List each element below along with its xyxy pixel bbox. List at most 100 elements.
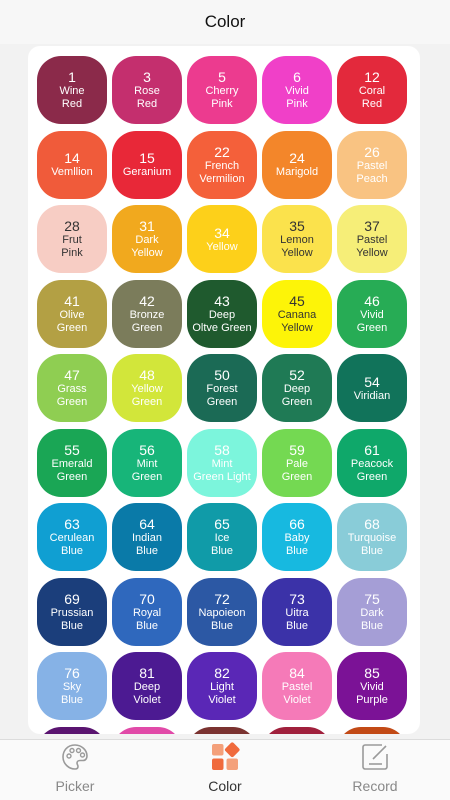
color-swatch[interactable]: 58 Mint Green Light [187,428,257,497]
color-swatch[interactable]: 41 Olive Green [37,279,107,348]
swatch-number: 73 [289,590,305,607]
swatch-number: 37 [364,218,380,234]
swatch-name: Geranium [122,166,172,178]
color-swatch[interactable]: 46 Vivid Green [337,279,407,348]
swatch-name: Yellow [206,240,238,253]
swatch-name: Vemllion [51,166,93,178]
color-swatch[interactable]: 85 Vivid Purple [337,652,407,720]
color-swatch[interactable]: 64 Indian Blue [112,503,182,571]
swatch-number: 12 [364,69,380,85]
swatch-number: 65 [214,516,230,532]
swatch-name: Royal Blue [132,606,162,632]
swatch-name: Dark Blue [360,606,384,632]
color-swatch[interactable]: 15 Geranium [112,130,182,199]
color-swatch[interactable]: 66 Baby Blue [262,503,332,571]
color-swatch[interactable]: 81 Deep Violet [112,652,182,720]
swatch-number: 82 [214,665,230,681]
swatch-number: 50 [214,367,230,383]
tab-record[interactable]: Record [300,740,450,800]
color-swatch[interactable]: 22 French Vermilion [187,130,257,199]
swatch-name: Frut Pink [61,234,83,259]
color-swatch[interactable] [112,726,182,734]
color-swatch[interactable]: 26 Pastel Peach [337,130,407,199]
swatch-number: 72 [214,590,230,607]
color-swatch[interactable] [187,726,257,734]
swatch-name: Lemon Yellow [280,234,314,259]
color-swatch[interactable]: 72 Napoieon Blue [187,577,257,646]
swatch-name: Forest Green [206,383,238,408]
swatch-name: Pastel Violet [281,681,313,706]
color-swatch[interactable]: 3 Rose Red [112,56,182,124]
color-swatch[interactable]: 76 Sky Blue [37,652,107,720]
color-swatch[interactable]: 52 Deep Green [262,354,332,422]
color-swatch[interactable]: 42 Bronze Green [112,279,182,348]
swatch-name: Dark Yellow [131,234,163,259]
color-swatch[interactable]: 14 Vemllion [37,130,107,199]
swatch-name: Pastel Yellow [356,234,388,259]
color-swatch[interactable]: 59 Pale Green [262,428,332,497]
color-swatch[interactable]: 35 Lemon Yellow [262,205,332,273]
color-swatch[interactable]: 48 Yellow Green [112,354,182,422]
tab-picker[interactable]: Picker [0,740,150,800]
color-swatch[interactable]: 31 Dark Yellow [112,205,182,273]
swatch-number: 1 [68,69,76,85]
tab-color[interactable]: Color [150,740,300,800]
color-swatch[interactable] [337,726,407,734]
swatch-number: 6 [293,69,301,85]
color-swatch[interactable]: 70 Royal Blue [112,577,182,646]
color-swatch[interactable]: 61 Peacock Green [337,428,407,497]
swatch-number: 52 [289,367,305,383]
color-swatch[interactable]: 34 Yellow [187,205,257,273]
swatch-name: Sky Blue [60,681,84,706]
color-swatch[interactable]: 73 Uitra Blue [262,577,332,646]
color-swatch[interactable]: 69 Prussian Blue [37,577,107,646]
tab-label-picker: Picker [55,778,95,794]
swatch-name: French Vermilion [199,159,245,185]
color-swatch[interactable]: 28 Frut Pink [37,205,107,273]
color-swatch[interactable] [37,726,107,734]
color-swatch[interactable]: 75 Dark Blue [337,577,407,646]
swatch-name: Grass Green [56,383,88,408]
color-swatch[interactable]: 55 Emerald Green [37,428,107,497]
color-swatch[interactable]: 56 Mint Green [112,428,182,497]
swatch-number: 85 [364,665,380,681]
header-bar: Color [0,0,450,44]
swatch-name: Peacock Green [350,457,394,483]
color-swatch[interactable]: 47 Grass Green [37,354,107,422]
color-swatch[interactable]: 68 Turquoise Blue [337,503,407,571]
color-swatch[interactable]: 24 Marigold [262,130,332,199]
swatch-number: 28 [64,218,80,234]
edit-record-icon [358,742,392,772]
swatch-name: Prussian Blue [50,606,94,632]
color-swatch[interactable]: 82 Light Violet [187,652,257,720]
color-swatch[interactable] [262,726,332,734]
swatch-name: Pastel Peach [356,159,388,185]
color-swatch[interactable]: 5 Cherry Pink [187,56,257,124]
color-swatch[interactable]: 84 Pastel Violet [262,652,332,720]
color-swatch[interactable]: 65 Ice Blue [187,503,257,571]
color-swatch[interactable]: 43 Deep Oltve Green [187,279,257,348]
color-swatch[interactable]: 50 Forest Green [187,354,257,422]
swatch-number: 70 [139,590,155,607]
color-swatch[interactable]: 45 Canana Yellow [262,279,332,348]
color-swatch[interactable]: 12 Coral Red [337,56,407,124]
swatch-number: 14 [64,150,80,166]
swatch-number: 34 [214,224,230,241]
color-swatch[interactable]: 63 Cerulean Blue [37,503,107,571]
color-swatch[interactable]: 6 Vivid Pink [262,56,332,124]
swatch-name: Canana Yellow [277,308,317,334]
palette-icon [58,742,92,772]
color-swatch[interactable]: 1 Wine Red [37,56,107,124]
tab-label-record: Record [352,778,398,794]
color-swatch[interactable]: 54 Viridian [337,354,407,422]
swatch-name: Mint Green Light [193,457,251,483]
color-grid-card[interactable]: 1 Wine Red 3 Rose Red 5 Cherry Pink 6 Vivid Pin… [28,46,420,734]
swatch-name: Vivid Purple [356,681,388,706]
swatch-number: 61 [364,441,380,458]
color-swatch[interactable]: 37 Pastel Yellow [337,205,407,273]
swatch-number: 22 [214,143,230,160]
swatch-name: Emerald Green [51,457,93,483]
swatch-name: Turquoise Blue [347,532,397,557]
swatch-name: Coral Red [358,85,386,110]
